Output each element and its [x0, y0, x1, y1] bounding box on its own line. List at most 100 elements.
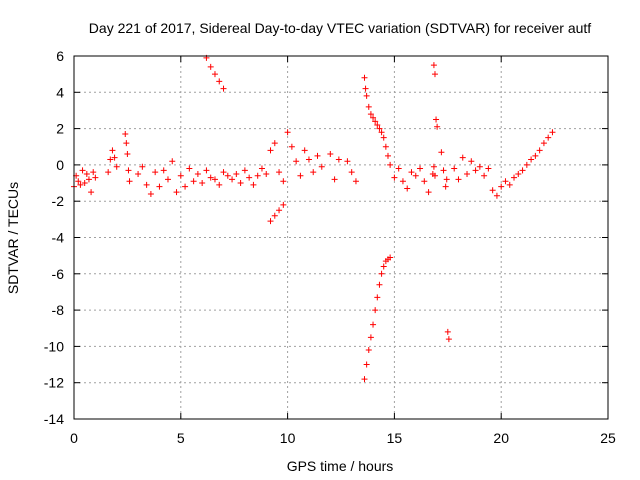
- x-tick-label: 15: [387, 430, 403, 446]
- data-point: [425, 189, 432, 196]
- data-point: [124, 151, 131, 158]
- data-point: [156, 183, 163, 190]
- data-point: [271, 212, 278, 219]
- data-point: [186, 165, 193, 172]
- data-point: [489, 187, 496, 194]
- data-point: [455, 176, 462, 183]
- data-point: [271, 140, 278, 147]
- data-point: [464, 170, 471, 177]
- data-point: [318, 163, 325, 170]
- data-point: [361, 376, 368, 383]
- data-point: [481, 172, 488, 179]
- data-point: [203, 167, 210, 174]
- data-point: [182, 183, 189, 190]
- data-point: [111, 154, 118, 161]
- data-point: [442, 183, 449, 190]
- data-point: [408, 169, 415, 176]
- data-point: [122, 131, 129, 138]
- data-point: [493, 192, 500, 199]
- data-point: [468, 158, 475, 165]
- data-point: [365, 103, 372, 110]
- data-point: [263, 170, 270, 177]
- data-point: [250, 181, 257, 188]
- data-point: [344, 158, 351, 165]
- data-point: [384, 152, 391, 159]
- data-point: [443, 176, 450, 183]
- data-point: [367, 111, 374, 118]
- data-point: [363, 361, 370, 368]
- data-series: [71, 54, 556, 383]
- data-point: [152, 169, 159, 176]
- data-point: [147, 190, 154, 197]
- y-tick-label: 0: [56, 157, 64, 173]
- y-tick-label: -8: [52, 302, 65, 318]
- data-point: [374, 121, 381, 128]
- y-tick-label: 4: [56, 84, 64, 100]
- data-point: [211, 71, 218, 78]
- data-point: [430, 62, 437, 69]
- data-point: [380, 134, 387, 141]
- data-point: [267, 147, 274, 154]
- x-tick-label: 10: [280, 430, 296, 446]
- data-point: [523, 161, 530, 168]
- data-point: [532, 152, 539, 159]
- y-tick-label: -12: [44, 375, 64, 391]
- data-point: [363, 92, 370, 99]
- data-point: [515, 170, 522, 177]
- data-point: [430, 163, 437, 170]
- data-point: [220, 169, 227, 176]
- y-tick-label: -10: [44, 338, 64, 354]
- data-point: [445, 336, 452, 343]
- data-point: [387, 161, 394, 168]
- data-point: [224, 172, 231, 179]
- data-point: [92, 174, 99, 181]
- data-point: [169, 158, 176, 165]
- data-point: [502, 178, 509, 185]
- data-point: [376, 281, 383, 288]
- data-point: [331, 176, 338, 183]
- x-tick-label: 25: [600, 430, 616, 446]
- data-point: [540, 140, 547, 147]
- data-point: [380, 263, 387, 270]
- chart-title: Day 221 of 2017, Sidereal Day-to-day VTE…: [89, 20, 592, 36]
- data-point: [370, 321, 377, 328]
- data-point: [374, 294, 381, 301]
- data-point: [267, 218, 274, 225]
- x-tick-label: 0: [70, 430, 78, 446]
- data-point: [451, 165, 458, 172]
- data-point: [211, 176, 218, 183]
- data-point: [412, 172, 419, 179]
- data-point: [476, 163, 483, 170]
- data-point: [276, 207, 283, 214]
- x-tick-label: 20: [493, 430, 509, 446]
- data-point: [75, 178, 82, 185]
- y-tick-label: 2: [56, 121, 64, 137]
- data-point: [367, 334, 374, 341]
- data-point: [164, 176, 171, 183]
- data-point: [246, 174, 253, 181]
- y-tick-label: -6: [52, 266, 65, 282]
- data-point: [314, 152, 321, 159]
- data-point: [387, 254, 394, 261]
- data-point: [431, 172, 438, 179]
- x-axis-label: GPS time / hours: [287, 458, 394, 474]
- data-point: [431, 71, 438, 78]
- data-point: [372, 307, 379, 314]
- data-point: [216, 181, 223, 188]
- data-point: [284, 129, 291, 136]
- data-point: [207, 174, 214, 181]
- data-point: [229, 176, 236, 183]
- data-point: [143, 181, 150, 188]
- data-point: [395, 165, 402, 172]
- data-point: [199, 180, 206, 187]
- data-point: [233, 170, 240, 177]
- data-point: [399, 178, 406, 185]
- data-point: [258, 165, 265, 172]
- data-point: [305, 156, 312, 163]
- data-point: [472, 167, 479, 174]
- grid: [74, 56, 608, 419]
- data-point: [391, 174, 398, 181]
- data-point: [88, 189, 95, 196]
- data-point: [126, 178, 133, 185]
- data-point: [220, 85, 227, 92]
